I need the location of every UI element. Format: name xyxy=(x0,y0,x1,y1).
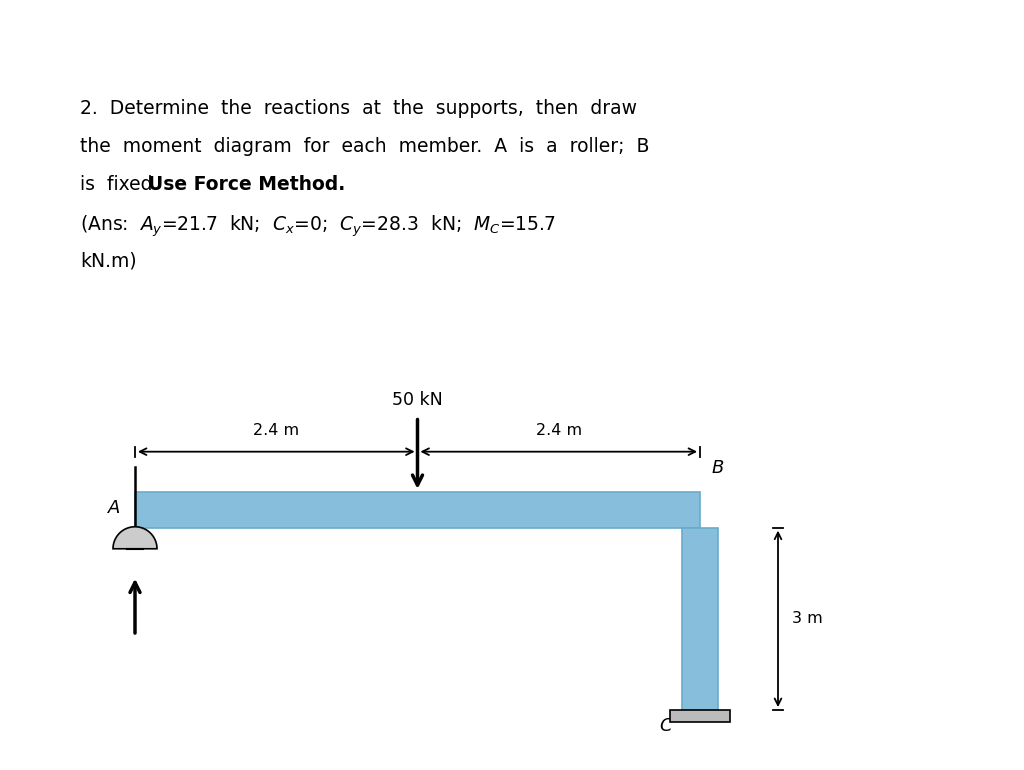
Text: the  moment  diagram  for  each  member.  A  is  a  roller;  B: the moment diagram for each member. A is… xyxy=(80,137,649,156)
Text: 50 kN: 50 kN xyxy=(392,390,442,409)
Text: is  fixed.: is fixed. xyxy=(80,176,170,194)
Bar xyxy=(670,710,730,722)
Bar xyxy=(682,527,718,710)
Text: A: A xyxy=(108,499,120,517)
Text: B: B xyxy=(712,459,724,477)
Text: kN.m): kN.m) xyxy=(80,252,136,270)
Text: (Ans:  $A_y$=21.7  kN;  $C_x$=0;  $C_y$=28.3  kN;  $M_C$=15.7: (Ans: $A_y$=21.7 kN; $C_x$=0; $C_y$=28.3… xyxy=(80,213,556,239)
Text: Use Force Method.: Use Force Method. xyxy=(148,176,345,194)
Text: 2.4 m: 2.4 m xyxy=(536,423,582,437)
Polygon shape xyxy=(113,527,157,549)
Bar xyxy=(135,492,700,527)
Text: 2.4 m: 2.4 m xyxy=(253,423,299,437)
Text: 2.  Determine  the  reactions  at  the  supports,  then  draw: 2. Determine the reactions at the suppor… xyxy=(80,99,637,119)
Text: 3 m: 3 m xyxy=(792,611,822,626)
Text: C: C xyxy=(659,717,672,735)
